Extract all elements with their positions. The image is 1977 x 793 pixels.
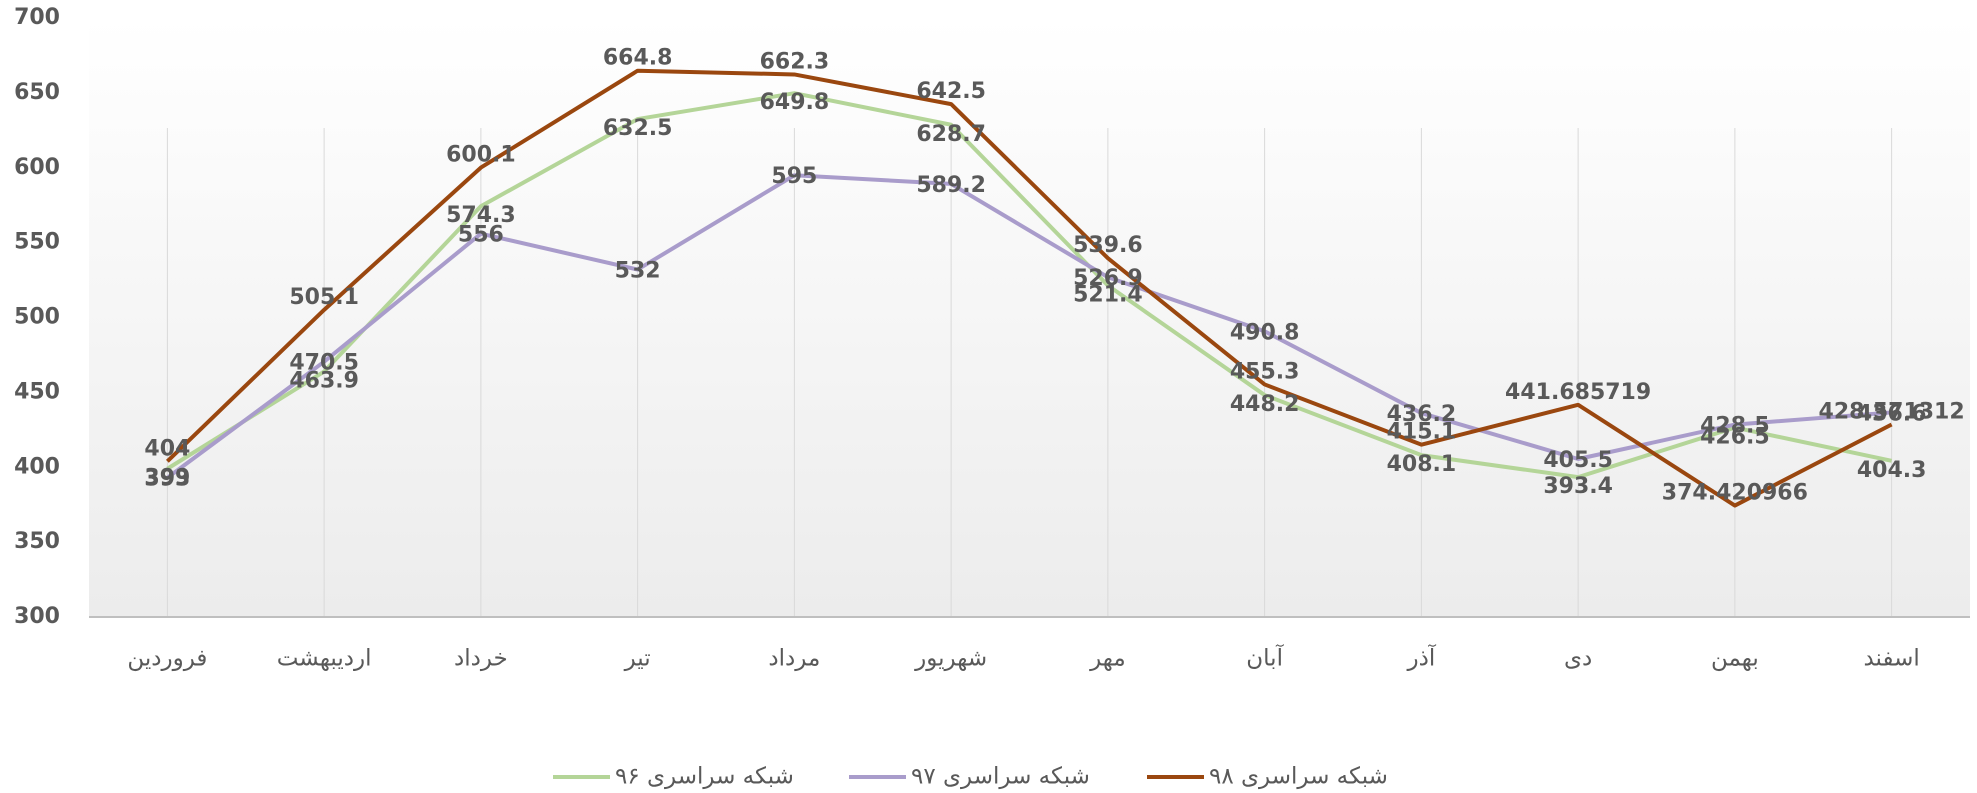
- x-tick-label: دی: [1564, 646, 1592, 672]
- data-label: 526.9: [1073, 266, 1143, 291]
- data-label: 428.5: [1700, 414, 1770, 439]
- data-label: 404.3: [1857, 458, 1927, 483]
- y-tick-label: 600: [14, 155, 60, 180]
- x-tick-label: فروردین: [127, 646, 207, 672]
- x-tick-label: خرداد: [454, 646, 508, 672]
- y-tick-label: 300: [14, 604, 60, 629]
- data-label: 662.3: [760, 49, 830, 74]
- data-label: 521.4: [1073, 282, 1143, 307]
- data-label: 600.1: [446, 143, 516, 168]
- data-label: 405.5: [1543, 448, 1613, 473]
- y-tick-label: 500: [14, 305, 60, 330]
- data-label: 374.420966: [1662, 481, 1808, 506]
- x-tick-label: مهر: [1089, 646, 1126, 672]
- data-label: 399: [144, 466, 190, 491]
- data-label: 415.1: [1387, 420, 1457, 445]
- data-label: 589.2: [916, 173, 986, 198]
- data-label: 404: [144, 436, 190, 461]
- series-line: [165, 68, 1893, 508]
- data-label: 448.2: [1230, 392, 1300, 417]
- x-tick-label: اسفند: [1863, 646, 1919, 672]
- x-tick-label: مرداد: [768, 646, 820, 672]
- data-label: 463.9: [289, 369, 359, 394]
- series-line: [166, 173, 1892, 480]
- data-label: 642.5: [916, 79, 986, 104]
- data-label: 628.7: [916, 122, 986, 147]
- x-tick-label: تیر: [624, 646, 651, 672]
- data-label: 393: [144, 467, 190, 492]
- y-tick-label: 550: [14, 230, 60, 255]
- data-label: 428.571312: [1819, 399, 1965, 424]
- legend-label: شبکه سراسری ۹۷: [911, 764, 1090, 790]
- data-label: 455.3: [1230, 359, 1300, 384]
- data-label: 441.685719: [1505, 380, 1651, 405]
- y-tick-label: 400: [14, 454, 60, 479]
- series-line: [166, 91, 1893, 480]
- x-tick-label: آبان: [1246, 644, 1284, 672]
- y-tick-label: 650: [14, 80, 60, 105]
- x-tick-label: اردیبهشت: [277, 646, 372, 672]
- data-label: 505.1: [289, 285, 359, 310]
- data-label: 532: [615, 259, 661, 284]
- data-label: 556: [458, 223, 504, 248]
- data-label: 436.2: [1387, 402, 1457, 427]
- data-label: 408.1: [1387, 452, 1457, 477]
- data-label: 649.8: [760, 90, 830, 115]
- y-tick-label: 350: [14, 529, 60, 554]
- y-tick-label: 450: [14, 379, 60, 404]
- data-label: 595: [771, 164, 817, 189]
- legend-label: شبکه سراسری ۹۶: [615, 764, 794, 790]
- x-tick-label: بهمن: [1711, 646, 1759, 672]
- x-tick-label: آذر: [1407, 644, 1437, 672]
- y-tick-label: 700: [14, 5, 60, 30]
- data-label: 470.5: [289, 351, 359, 376]
- data-label: 574.3: [446, 203, 516, 228]
- data-label: 393.4: [1543, 474, 1613, 499]
- data-label: 426.5: [1700, 425, 1770, 450]
- data-label: 632.5: [603, 116, 673, 141]
- data-label: 539.6: [1073, 233, 1143, 258]
- data-label: 436.6: [1857, 401, 1927, 426]
- data-label: 490.8: [1230, 320, 1300, 345]
- x-tick-label: شهریور: [914, 646, 987, 672]
- plot-background: [89, 18, 1970, 617]
- legend-label: شبکه سراسری ۹۸: [1209, 764, 1388, 790]
- data-label: 664.8: [603, 46, 673, 71]
